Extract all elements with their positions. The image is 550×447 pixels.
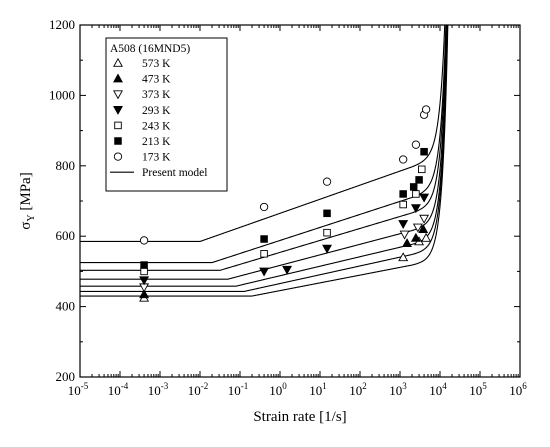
x-tick-label: 10-4 bbox=[108, 381, 129, 398]
legend-marker bbox=[113, 90, 123, 100]
x-tick-label: 100 bbox=[269, 381, 287, 398]
data-point bbox=[421, 232, 432, 242]
data-point bbox=[322, 244, 333, 254]
data-point bbox=[260, 250, 268, 258]
data-point bbox=[411, 140, 421, 149]
data-point bbox=[398, 252, 409, 262]
data-point bbox=[322, 177, 332, 186]
y-axis-title: σY [MPa] bbox=[18, 172, 37, 229]
legend-label: 373 K bbox=[142, 89, 171, 101]
data-point bbox=[402, 238, 413, 248]
legend-marker bbox=[113, 105, 123, 115]
x-tick-label: 103 bbox=[389, 381, 407, 398]
legend-marker bbox=[114, 121, 122, 130]
legend-marker bbox=[113, 57, 123, 67]
data-point bbox=[399, 155, 408, 164]
y-tick-label: 800 bbox=[56, 158, 76, 173]
data-point bbox=[412, 223, 423, 233]
data-point bbox=[410, 204, 421, 214]
data-point bbox=[259, 267, 270, 277]
data-point bbox=[140, 261, 148, 269]
data-point bbox=[399, 190, 407, 198]
data-point bbox=[282, 265, 293, 275]
x-tick-label: 10-1 bbox=[228, 381, 249, 398]
x-tick-label: 10-2 bbox=[188, 381, 209, 398]
data-point bbox=[398, 220, 409, 230]
legend-model-label: Present model bbox=[142, 167, 207, 179]
data-point bbox=[419, 214, 430, 224]
legend-label: 473 K bbox=[142, 74, 171, 86]
x-axis-title: Strain rate [1/s] bbox=[253, 409, 346, 425]
data-point bbox=[139, 289, 150, 299]
y-tick-label: 400 bbox=[56, 299, 76, 314]
y-axis-title-unit: [MPa] bbox=[18, 172, 34, 214]
legend-box bbox=[105, 37, 228, 192]
data-point bbox=[323, 209, 331, 218]
data-point bbox=[139, 276, 150, 286]
x-tick-label: 104 bbox=[429, 381, 447, 398]
y-axis-title-subscript: Y bbox=[26, 214, 37, 221]
legend-label: 573 K bbox=[142, 58, 171, 70]
data-point bbox=[419, 193, 430, 203]
data-point bbox=[323, 228, 331, 237]
data-point bbox=[260, 235, 268, 243]
data-point bbox=[399, 230, 410, 240]
x-tick-label: 10-3 bbox=[148, 381, 169, 398]
x-tick-label: 102 bbox=[349, 381, 367, 398]
x-tick-label: 101 bbox=[309, 381, 327, 398]
data-point bbox=[139, 236, 149, 245]
y-tick-label: 600 bbox=[56, 228, 76, 243]
x-tick-label: 105 bbox=[469, 381, 487, 398]
data-point bbox=[409, 183, 418, 191]
legend: A508 (16MND5) 573 K 473 K 373 K 293 K 243 K 2… bbox=[105, 37, 228, 192]
legend-label: 293 K bbox=[142, 105, 171, 117]
legend-label: 243 K bbox=[142, 120, 171, 132]
legend-label: 173 K bbox=[142, 152, 171, 164]
x-tick-label: 10-5 bbox=[68, 381, 89, 398]
data-point bbox=[420, 147, 428, 156]
y-tick-label: 200 bbox=[56, 369, 76, 384]
legend-title: A508 (16MND5) bbox=[110, 43, 190, 55]
legend-marker bbox=[113, 152, 123, 161]
data-point bbox=[412, 190, 420, 198]
data-point bbox=[415, 176, 423, 184]
data-point bbox=[140, 267, 148, 276]
data-point bbox=[418, 165, 426, 174]
data-point bbox=[421, 105, 431, 114]
legend-label: 213 K bbox=[142, 136, 171, 148]
data-point bbox=[399, 200, 407, 209]
data-point bbox=[418, 224, 429, 233]
y-axis-title-symbol: σ bbox=[18, 222, 34, 230]
model-curve bbox=[80, 25, 449, 293]
data-point bbox=[410, 232, 421, 242]
legend-marker bbox=[114, 137, 122, 145]
legend-marker bbox=[113, 73, 123, 83]
x-tick-label: 106 bbox=[509, 381, 527, 398]
y-tick-label: 1200 bbox=[49, 17, 75, 32]
data-point bbox=[259, 202, 269, 212]
y-tick-label: 1000 bbox=[49, 87, 75, 102]
